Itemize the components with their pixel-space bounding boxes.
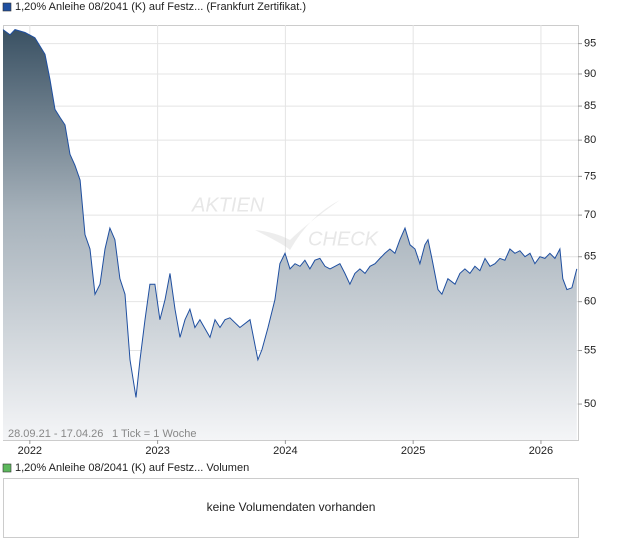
y-tick-label: 50	[584, 398, 596, 410]
volume-frame	[3, 478, 579, 538]
y-tick-label: 80	[584, 134, 596, 146]
y-tick-label: 55	[584, 344, 596, 356]
volume-message: keine Volumendaten vorhanden	[207, 500, 376, 514]
x-tick-label: 2025	[401, 445, 425, 457]
y-tick-label: 70	[584, 209, 596, 221]
volume-title: 1,20% Anleihe 08/2041 (K) auf Festz... V…	[15, 462, 249, 474]
tick-note: 1 Tick = 1 Woche	[112, 428, 196, 440]
legend-label: 1,20% Anleihe 08/2041 (K) auf Festz... (…	[15, 1, 306, 13]
legend-swatch	[2, 463, 12, 473]
y-tick-label: 95	[584, 38, 596, 50]
range-note: 28.09.21 - 17.04.26	[8, 428, 103, 440]
y-tick-label: 85	[584, 100, 596, 112]
price-line	[2, 29, 578, 398]
watermark-text: CHECK	[308, 228, 380, 250]
watermark-logo	[255, 200, 340, 250]
watermark-text: AKTIEN	[191, 194, 265, 216]
x-tick-label: 2024	[273, 445, 297, 457]
area-fill	[3, 29, 577, 440]
x-tick-label: 2022	[18, 445, 42, 457]
y-tick-label: 90	[584, 68, 596, 80]
y-tick-label: 75	[584, 170, 596, 182]
y-tick-label: 65	[584, 251, 596, 263]
watermark: AKTIEN CHECK	[191, 194, 380, 250]
legend-swatch	[2, 2, 12, 12]
x-tick-label: 2026	[529, 445, 553, 457]
x-tick-label: 2023	[145, 445, 169, 457]
y-tick-label: 60	[584, 296, 596, 308]
